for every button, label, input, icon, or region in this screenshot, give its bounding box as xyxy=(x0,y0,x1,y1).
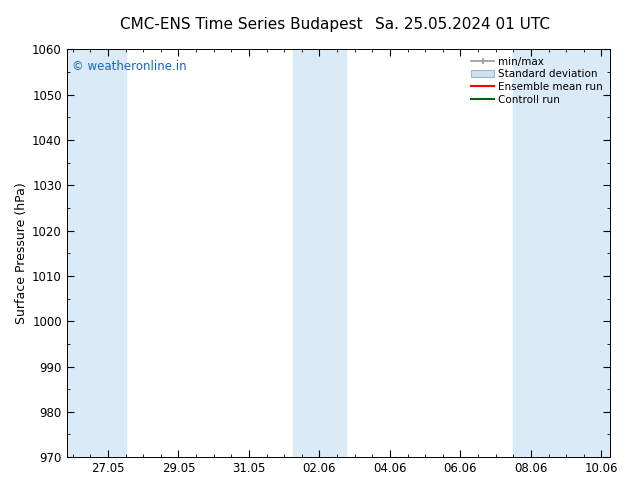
Text: Sa. 25.05.2024 01 UTC: Sa. 25.05.2024 01 UTC xyxy=(375,17,550,32)
Text: CMC-ENS Time Series Budapest: CMC-ENS Time Series Budapest xyxy=(120,17,362,32)
Legend: min/max, Standard deviation, Ensemble mean run, Controll run: min/max, Standard deviation, Ensemble me… xyxy=(469,54,605,107)
Bar xyxy=(316,49,346,457)
Bar xyxy=(293,49,316,457)
Bar xyxy=(514,49,531,457)
Bar xyxy=(90,49,126,457)
Bar xyxy=(67,49,90,457)
Bar xyxy=(531,49,610,457)
Text: © weatheronline.in: © weatheronline.in xyxy=(72,60,187,73)
Y-axis label: Surface Pressure (hPa): Surface Pressure (hPa) xyxy=(15,182,28,324)
